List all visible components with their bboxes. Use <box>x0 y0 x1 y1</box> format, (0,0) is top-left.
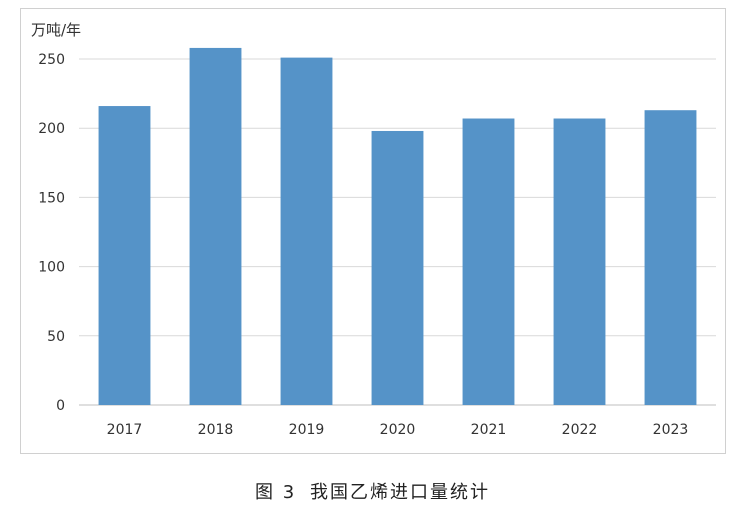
figure-label: 图 3 <box>255 482 297 503</box>
bar-2021 <box>462 118 515 406</box>
bars <box>98 47 697 406</box>
y-tick-label: 100 <box>38 260 65 276</box>
x-tick-label: 2017 <box>107 422 143 438</box>
bar-2017 <box>98 106 151 405</box>
bar-chart: 万吨/年 0 50 100 150 200 250 2017 2018 2019 2020 202… <box>31 21 716 438</box>
y-tick-label: 200 <box>38 121 65 137</box>
x-tick-label: 2023 <box>653 422 689 438</box>
y-axis-label: 万吨/年 <box>31 21 81 39</box>
bar-2022 <box>553 118 606 406</box>
bar-2018 <box>189 47 242 405</box>
bar-2023 <box>644 110 697 405</box>
figure-caption: 图 3 我国乙烯进口量统计 <box>0 478 745 504</box>
y-tick-label: 50 <box>47 329 65 345</box>
y-tick-label: 250 <box>38 52 65 68</box>
x-tick-label: 2022 <box>562 422 598 438</box>
x-tick-labels: 2017 2018 2019 2020 2021 2022 2023 <box>107 422 689 438</box>
y-tick-label: 150 <box>38 190 65 206</box>
bar-2020 <box>371 130 424 405</box>
bar-2019 <box>280 57 333 406</box>
x-tick-label: 2019 <box>289 422 325 438</box>
x-tick-label: 2020 <box>380 422 416 438</box>
figure-title: 我国乙烯进口量统计 <box>309 482 490 503</box>
y-tick-label: 0 <box>56 398 65 414</box>
y-tick-labels: 0 50 100 150 200 250 <box>38 52 65 414</box>
x-tick-label: 2018 <box>198 422 234 438</box>
x-tick-label: 2021 <box>471 422 507 438</box>
chart-frame: 万吨/年 0 50 100 150 200 250 2017 2018 2019 2020 202… <box>20 8 726 454</box>
